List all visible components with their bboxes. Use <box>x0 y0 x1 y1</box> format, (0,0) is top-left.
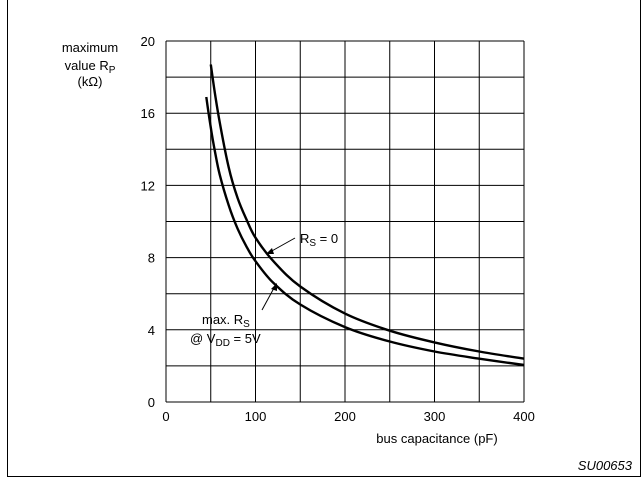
y-tick-label: 8 <box>148 251 155 266</box>
annotation-max-rs-line2: @ VDD = 5V <box>190 331 261 349</box>
y-tick-label: 16 <box>141 106 155 121</box>
y-tick-label: 4 <box>148 323 155 338</box>
x-tick-label: 0 <box>162 409 169 424</box>
annotation-max-rs-line1: max. RS <box>202 312 250 330</box>
x-tick-label: 200 <box>334 409 356 424</box>
y-axis-label-line3: (kΩ) <box>78 74 103 89</box>
curve-max-rs <box>205 96 525 367</box>
figure-code: SU00653 <box>578 458 633 473</box>
y-axis-label-line1: maximum <box>62 40 118 55</box>
x-tick-label: 400 <box>513 409 535 424</box>
annotation-rs-zero: RS = 0 <box>300 231 338 249</box>
annotation-rs-zero-arrowhead <box>266 248 274 254</box>
x-tick-label: 100 <box>245 409 267 424</box>
tick-labels: 0 100 200 300 400 0 4 8 12 16 20 <box>141 34 535 424</box>
x-axis-label: bus capacitance (pF) <box>376 431 497 446</box>
annotation-rs-zero-arrow <box>269 237 296 253</box>
y-tick-label: 20 <box>141 34 155 49</box>
y-tick-label: 0 <box>148 395 155 410</box>
curves <box>205 64 525 367</box>
y-axis-label-line2: value RP <box>65 58 116 76</box>
x-tick-label: 300 <box>424 409 446 424</box>
figure-frame <box>7 0 641 477</box>
grid <box>165 40 525 403</box>
curve-rs-zero <box>209 64 525 360</box>
annotation-max-rs-arrowhead <box>271 283 277 291</box>
annotation-max-rs-arrow <box>261 287 275 311</box>
y-tick-label: 12 <box>141 178 155 193</box>
